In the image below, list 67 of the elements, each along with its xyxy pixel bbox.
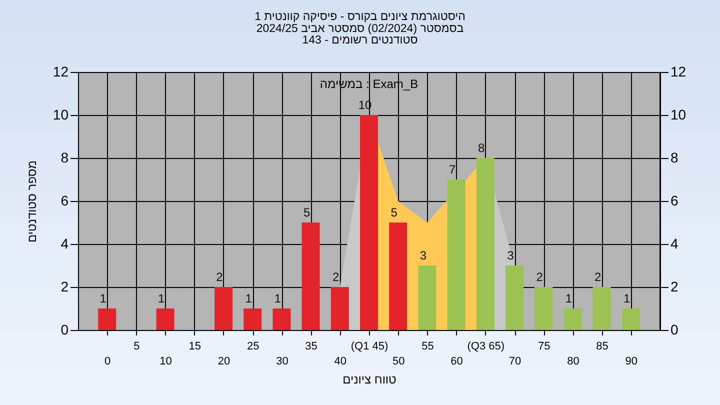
- x-tick-label: 60: [450, 356, 463, 368]
- bar: [418, 266, 436, 330]
- bar: [534, 287, 553, 330]
- bar: [564, 308, 582, 330]
- y2-tick-label: 2: [670, 278, 678, 294]
- y-tick-label: 12: [52, 64, 69, 80]
- x-tick-label: (Q3 65): [467, 340, 505, 352]
- data-label: 5: [303, 206, 310, 220]
- bar: [302, 222, 320, 330]
- data-label: 3: [420, 248, 427, 262]
- y-tick-label: 2: [60, 278, 69, 294]
- x-tick-label: 50: [392, 356, 405, 368]
- bar: [447, 180, 466, 330]
- data-label: 1: [245, 292, 252, 306]
- data-label: 2: [594, 270, 602, 284]
- y2-tick-label: 6: [670, 192, 678, 208]
- bar: [98, 308, 116, 330]
- y2-tick-label: 8: [670, 150, 678, 166]
- bar: [622, 308, 640, 330]
- x-tick-label: 35: [305, 340, 318, 352]
- data-label: 2: [216, 270, 224, 284]
- x-tick-label: (Q1 45): [350, 340, 388, 352]
- y-tick-label: 0: [60, 322, 69, 338]
- y2-tick-label: 10: [670, 106, 686, 122]
- y2-tick-label: 4: [670, 236, 678, 252]
- y2-tick-label: 0: [670, 322, 678, 338]
- x-tick-label: 0: [104, 356, 111, 368]
- x-tick-label: 15: [188, 340, 202, 352]
- data-label: 5: [390, 206, 398, 220]
- x-tick-label: 85: [596, 340, 608, 352]
- x-axis-title: טווח ציונים: [342, 372, 397, 386]
- y-tick-label: 6: [60, 192, 69, 208]
- bar: [330, 287, 349, 330]
- x-tick-label: 90: [625, 356, 638, 368]
- chart-title: היסטוגרמת ציונים בקורס - פיסיקה קוונטית 1 בסמסטר (02/2024) סמסטר אביב 2024/25: [254, 11, 466, 35]
- data-label: 1: [100, 292, 107, 306]
- x-tick-label: 40: [334, 356, 347, 368]
- y-axis-title: מספר סטודנטים: [24, 160, 39, 243]
- bar: [244, 308, 262, 330]
- data-label: 1: [158, 292, 165, 306]
- y-tick-label: 10: [52, 106, 69, 122]
- x-tick-label: 55: [422, 340, 434, 352]
- bar: [156, 308, 174, 330]
- x-tick-label: 5: [134, 340, 140, 352]
- data-label: 2: [536, 270, 544, 284]
- chart-subtitle: סטודנטים רשומים - 143: [302, 34, 418, 46]
- y2-tick-label: 12: [670, 64, 686, 80]
- y-tick-label: 8: [60, 150, 69, 166]
- bar: [389, 222, 408, 330]
- data-label: 7: [448, 162, 456, 176]
- data-label: 2: [332, 270, 340, 284]
- data-label: 1: [565, 292, 572, 306]
- x-tick-label: 20: [218, 356, 230, 368]
- x-tick-label: 80: [567, 356, 580, 368]
- bar: [214, 287, 232, 330]
- y-tick-label: 4: [60, 236, 69, 252]
- x-tick-label: 75: [538, 340, 550, 352]
- data-label: 3: [507, 248, 514, 262]
- x-tick-label: 30: [276, 356, 288, 368]
- bar: [272, 308, 291, 330]
- x-tick-label: 25: [246, 340, 260, 352]
- data-label: 1: [624, 292, 631, 306]
- bar: [592, 287, 611, 330]
- x-tick-label: 70: [508, 356, 522, 368]
- x-tick-label: 10: [160, 356, 172, 368]
- data-label: 1: [274, 292, 282, 306]
- data-label: 8: [478, 141, 486, 155]
